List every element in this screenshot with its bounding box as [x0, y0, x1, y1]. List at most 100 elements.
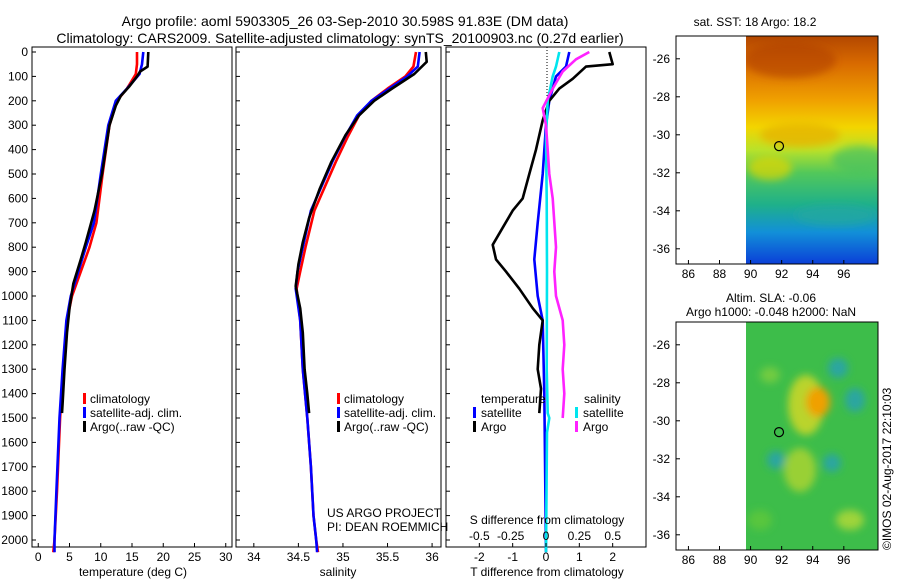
series-line-s-satellite: [544, 51, 561, 553]
series-line-satellite: [294, 51, 421, 553]
x-tick-label: 20: [157, 550, 171, 564]
depth-tick-label: 1500: [1, 411, 28, 425]
top-tick-label: 0.5: [604, 529, 621, 543]
depth-tick-label: 0: [21, 45, 28, 59]
x-tick-label: 2: [609, 550, 616, 564]
map-y-tick-label: -36: [653, 242, 671, 256]
salinity-series: [294, 51, 429, 553]
legend-label-argo: Argo(..raw -QC): [344, 420, 429, 434]
map-y-tick-label: -30: [653, 128, 671, 142]
series-line-climatology: [295, 51, 418, 553]
depth-tick-label: 900: [8, 265, 28, 279]
map-x-tick-label: 96: [837, 553, 851, 567]
map-y-tick-label: -36: [653, 528, 671, 542]
x-tick-label: -2: [474, 550, 485, 564]
x-tick-label: 0: [543, 550, 550, 564]
difference-top-label: S difference from climatology: [470, 513, 625, 527]
legend-swatch-satellite: [337, 407, 340, 418]
depth-axis: 0 100 200 300 400 500 600 700 800 900 1000 1100 1200…: [1, 45, 450, 547]
legend-label-argo: Argo(..raw -QC): [90, 420, 175, 434]
series-line-argo: [294, 51, 429, 414]
legend-swatch-t-satellite: [473, 407, 476, 418]
depth-tick-label: 1300: [1, 362, 28, 376]
legend-label-climatology: climatology: [90, 392, 150, 406]
salinity-panel-frame: [235, 46, 442, 548]
map-x-tick-label: 92: [775, 553, 789, 567]
depth-tick-label: 1900: [1, 509, 28, 523]
series-line-satellite: [53, 51, 145, 553]
top-tick-label: -0.25: [497, 529, 525, 543]
sst-map-axes: 86 88 90 92 94 96 -26 -28 -30 -32 -34 -36: [653, 52, 851, 281]
salinity-legend: climatology satellite-adj. clim. Argo(..…: [337, 392, 436, 434]
legend-label-s-satellite: satellite: [583, 406, 624, 420]
figure-title-line2: Climatology: CARS2009. Satellite-adjuste…: [56, 30, 623, 46]
map-x-tick-label: 92: [775, 267, 789, 281]
sla-map-axes: 86 88 90 92 94 96 -26 -28 -30 -32 -34 -36: [653, 338, 851, 567]
legend-swatch-climatology: [337, 393, 340, 404]
legend-label-satellite: satellite-adj. clim.: [90, 406, 182, 420]
temperature-panel-frame: [31, 46, 233, 548]
credit-label: ©IMOS 02-Aug-2017 22:10:03: [880, 387, 894, 550]
x-tick-label: 34: [247, 550, 261, 564]
x-tick-label: 1: [576, 550, 583, 564]
temperature-legend: climatology satellite-adj. clim. Argo(..…: [83, 392, 182, 434]
x-tick-label: 10: [94, 550, 108, 564]
temperature-x-label: temperature (deg C): [79, 565, 187, 579]
legend-swatch-argo: [83, 421, 86, 432]
x-tick-label: -1: [507, 550, 518, 564]
x-tick-label: 15: [125, 550, 139, 564]
legend-swatch-s-satellite: [575, 407, 578, 418]
legend-swatch-satellite: [83, 407, 86, 418]
legend-header-salinity: salinity: [584, 392, 621, 406]
map-y-tick-label: -32: [653, 166, 671, 180]
legend-header-temperature: temperature: [481, 392, 546, 406]
temperature-x-axis: 0 5 10 15 20 25 30: [35, 543, 233, 564]
map-x-tick-label: 90: [744, 267, 758, 281]
legend-label-satellite: satellite-adj. clim.: [344, 406, 436, 420]
series-line-argo: [60, 51, 150, 414]
legend-swatch-t-argo: [473, 421, 476, 432]
x-tick-label: 5: [66, 550, 73, 564]
map-x-tick-label: 86: [682, 267, 696, 281]
depth-tick-label: 100: [8, 69, 28, 83]
x-tick-label: 35: [336, 550, 350, 564]
map-y-tick-label: -30: [653, 414, 671, 428]
legend-label-climatology: climatology: [344, 392, 404, 406]
depth-tick-label: 300: [8, 118, 28, 132]
depth-tick-label: 700: [8, 216, 28, 230]
figure-title-line1: Argo profile: aoml 5903305_26 03-Sep-201…: [122, 13, 569, 29]
depth-tick-label: 600: [8, 191, 28, 205]
map-y-tick-label: -34: [653, 204, 671, 218]
depth-tick-label: 800: [8, 240, 28, 254]
sla-map-title-line1: Altim. SLA: -0.06: [726, 291, 816, 305]
salinity-x-axis: 34 34.5 35 35.5 36: [247, 543, 439, 564]
map-x-tick-label: 94: [806, 267, 820, 281]
map-y-tick-label: -26: [653, 338, 671, 352]
sla-field: [746, 322, 878, 550]
x-tick-label: 35.5: [376, 550, 400, 564]
map-x-tick-label: 88: [713, 267, 727, 281]
top-tick-label: 0.25: [568, 529, 592, 543]
depth-tick-label: 1400: [1, 387, 28, 401]
top-tick-label: 0: [543, 529, 550, 543]
x-tick-label: 0: [35, 550, 42, 564]
difference-series: [491, 50, 615, 553]
x-tick-label: 34.5: [287, 550, 311, 564]
map-x-tick-label: 96: [837, 267, 851, 281]
map-x-tick-label: 88: [713, 553, 727, 567]
map-y-tick-label: -34: [653, 490, 671, 504]
depth-tick-label: 400: [8, 143, 28, 157]
sla-float-marker: [773, 427, 785, 438]
map-x-tick-label: 86: [682, 553, 696, 567]
difference-legend: temperature salinity satellite Argo sate…: [473, 392, 624, 434]
map-x-tick-label: 90: [744, 553, 758, 567]
temperature-series: [52, 51, 150, 553]
legend-label-t-satellite: satellite: [481, 406, 522, 420]
map-y-tick-label: -32: [653, 452, 671, 466]
x-tick-label: 30: [219, 550, 233, 564]
legend-swatch-argo: [337, 421, 340, 432]
top-tick-label: -0.5: [469, 529, 490, 543]
depth-tick-label: 1700: [1, 460, 28, 474]
